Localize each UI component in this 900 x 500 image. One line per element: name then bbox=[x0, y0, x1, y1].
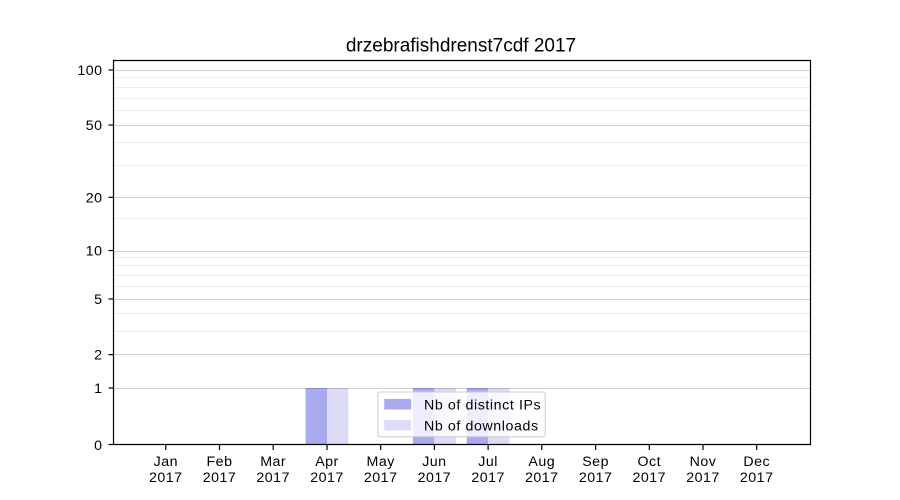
svg-text:2017: 2017 bbox=[686, 470, 720, 486]
svg-text:Jan: Jan bbox=[154, 454, 178, 470]
svg-text:Nb of downloads: Nb of downloads bbox=[424, 418, 539, 434]
svg-text:0: 0 bbox=[94, 438, 102, 454]
svg-text:2017: 2017 bbox=[310, 470, 344, 486]
svg-text:50: 50 bbox=[86, 118, 103, 134]
svg-text:2017: 2017 bbox=[256, 470, 290, 486]
svg-text:drzebrafishdrenst7cdf 2017: drzebrafishdrenst7cdf 2017 bbox=[346, 36, 576, 57]
svg-text:2017: 2017 bbox=[633, 470, 667, 486]
svg-text:5: 5 bbox=[94, 292, 102, 308]
svg-text:10: 10 bbox=[86, 244, 103, 260]
svg-text:May: May bbox=[367, 454, 396, 470]
svg-text:Apr: Apr bbox=[315, 454, 339, 470]
svg-text:2017: 2017 bbox=[579, 470, 613, 486]
svg-text:2: 2 bbox=[94, 348, 102, 364]
svg-text:2017: 2017 bbox=[149, 470, 183, 486]
svg-text:Jul: Jul bbox=[478, 454, 498, 470]
svg-text:Mar: Mar bbox=[260, 454, 286, 470]
svg-text:Jun: Jun bbox=[422, 454, 446, 470]
svg-text:2017: 2017 bbox=[525, 470, 559, 486]
svg-text:Aug: Aug bbox=[528, 454, 555, 470]
svg-text:Feb: Feb bbox=[207, 454, 233, 470]
svg-text:Nb of distinct IPs: Nb of distinct IPs bbox=[424, 398, 541, 414]
svg-text:Sep: Sep bbox=[582, 454, 609, 470]
svg-text:Dec: Dec bbox=[743, 454, 770, 470]
svg-text:2017: 2017 bbox=[364, 470, 398, 486]
svg-text:20: 20 bbox=[86, 190, 103, 206]
svg-text:100: 100 bbox=[77, 63, 102, 79]
svg-text:2017: 2017 bbox=[418, 470, 452, 486]
svg-text:Oct: Oct bbox=[638, 454, 662, 470]
svg-text:Nov: Nov bbox=[690, 454, 717, 470]
svg-text:1: 1 bbox=[94, 381, 102, 397]
svg-text:2017: 2017 bbox=[203, 470, 237, 486]
svg-text:2017: 2017 bbox=[740, 470, 774, 486]
svg-text:2017: 2017 bbox=[471, 470, 505, 486]
